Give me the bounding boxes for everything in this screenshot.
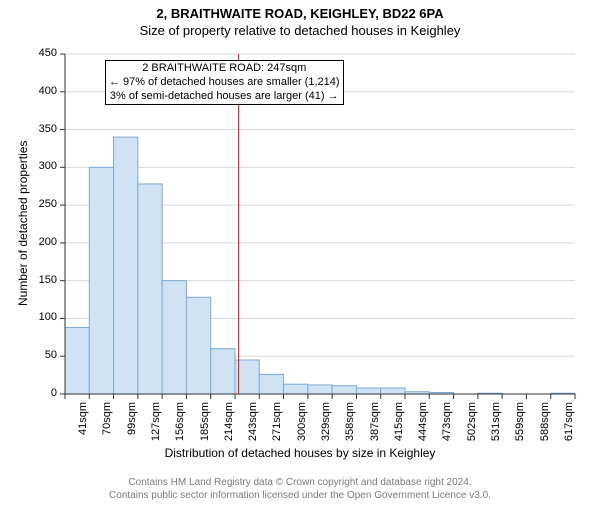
y-axis-title: Number of detached properties bbox=[16, 140, 30, 305]
y-tick-label: 400 bbox=[17, 85, 57, 97]
x-tick-label: 473sqm bbox=[441, 402, 453, 452]
x-tick-label: 617sqm bbox=[563, 402, 575, 452]
x-tick-label: 329sqm bbox=[320, 402, 332, 452]
bar bbox=[162, 281, 186, 394]
bar bbox=[308, 385, 332, 394]
bar bbox=[89, 167, 113, 394]
x-tick-label: 300sqm bbox=[296, 402, 308, 452]
x-tick-label: 156sqm bbox=[174, 402, 186, 452]
x-tick-label: 502sqm bbox=[466, 402, 478, 452]
x-tick-label: 127sqm bbox=[150, 402, 162, 452]
x-tick-label: 531sqm bbox=[490, 402, 502, 452]
annotation-line: 3% of semi-detached houses are larger (4… bbox=[109, 90, 340, 104]
y-tick-label: 100 bbox=[17, 311, 57, 323]
bar bbox=[284, 384, 308, 394]
bar bbox=[114, 137, 138, 394]
x-tick-label: 387sqm bbox=[369, 402, 381, 452]
bar bbox=[211, 349, 235, 394]
footer-line-1: Contains HM Land Registry data © Crown c… bbox=[0, 477, 600, 490]
bar bbox=[65, 328, 89, 394]
x-tick-label: 588sqm bbox=[539, 402, 551, 452]
bar bbox=[138, 184, 162, 394]
footer-line-2: Contains public sector information licen… bbox=[0, 490, 600, 503]
x-tick-label: 559sqm bbox=[514, 402, 526, 452]
x-tick-label: 185sqm bbox=[199, 402, 211, 452]
y-tick-label: 350 bbox=[17, 123, 57, 135]
x-tick-label: 444sqm bbox=[417, 402, 429, 452]
chart-area: 05010015020025030035040045041sqm70sqm99s… bbox=[0, 6, 600, 506]
x-tick-label: 415sqm bbox=[393, 402, 405, 452]
y-tick-label: 0 bbox=[17, 387, 57, 399]
x-axis-title: Distribution of detached houses by size … bbox=[0, 446, 600, 460]
footer: Contains HM Land Registry data © Crown c… bbox=[0, 477, 600, 502]
annotation-line: ← 97% of detached houses are smaller (1,… bbox=[109, 76, 340, 90]
x-tick-label: 271sqm bbox=[271, 402, 283, 452]
bar bbox=[381, 388, 405, 394]
x-tick-label: 70sqm bbox=[101, 402, 113, 452]
y-tick-label: 450 bbox=[17, 47, 57, 59]
bar bbox=[356, 388, 380, 394]
annotation-line: 2 BRAITHWAITE ROAD: 247sqm bbox=[109, 62, 340, 76]
annotation-box: 2 BRAITHWAITE ROAD: 247sqm← 97% of detac… bbox=[105, 60, 344, 105]
bar bbox=[259, 374, 283, 394]
x-tick-label: 358sqm bbox=[344, 402, 356, 452]
x-tick-label: 243sqm bbox=[247, 402, 259, 452]
y-tick-label: 50 bbox=[17, 349, 57, 361]
bar bbox=[186, 297, 210, 394]
bar bbox=[332, 386, 356, 394]
x-tick-label: 214sqm bbox=[223, 402, 235, 452]
x-tick-label: 99sqm bbox=[126, 402, 138, 452]
x-tick-label: 41sqm bbox=[77, 402, 89, 452]
